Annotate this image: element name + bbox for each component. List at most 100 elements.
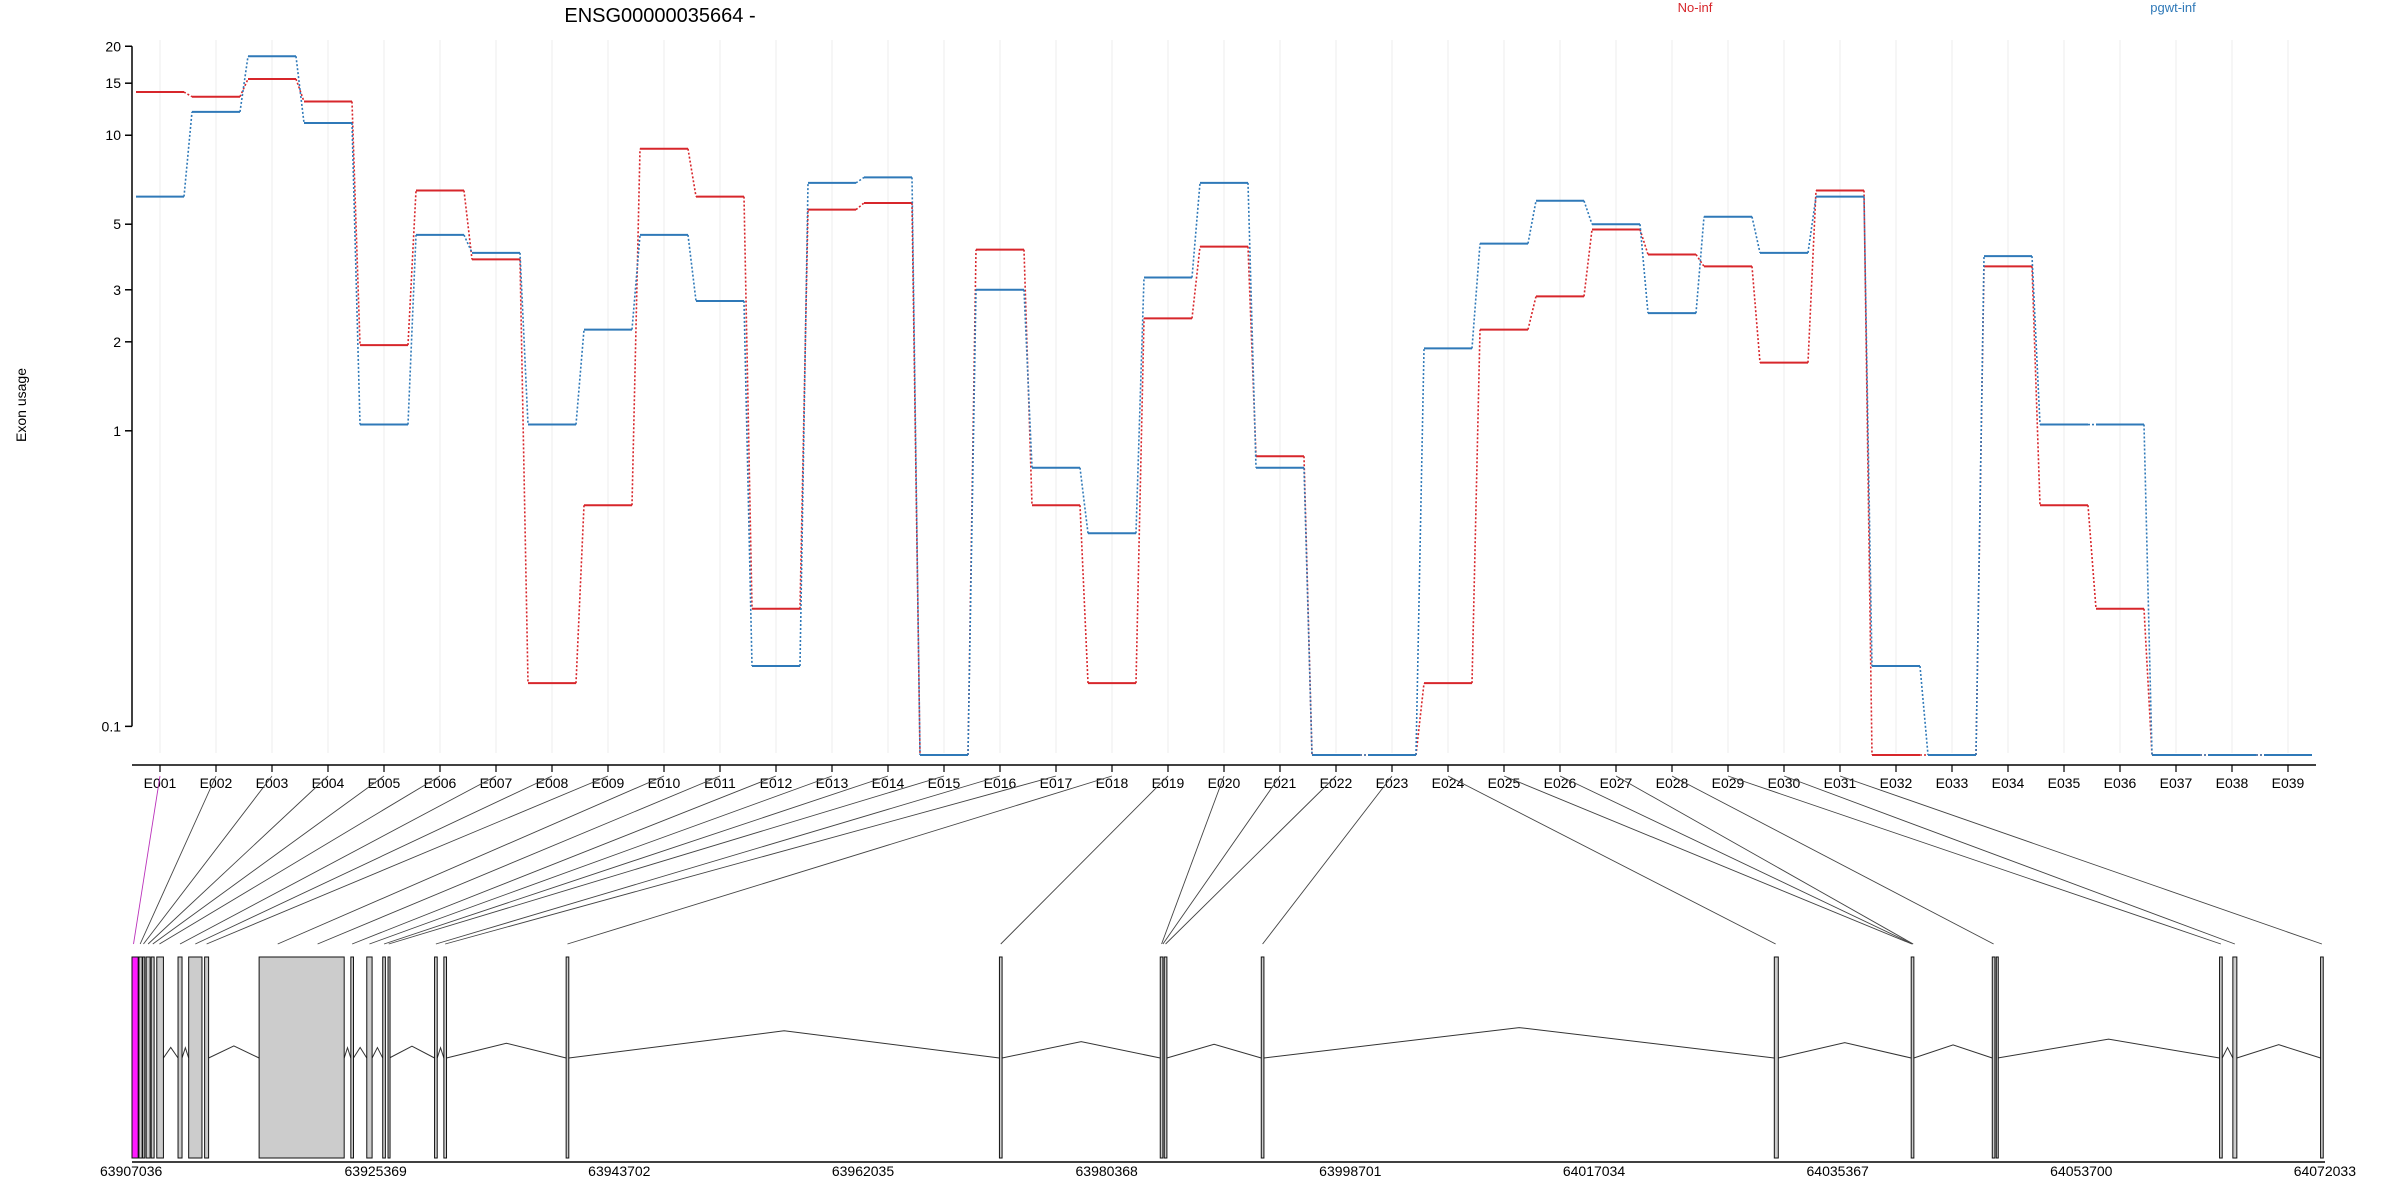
connector-pgwt-inf-10 (687, 234, 697, 302)
x-axis: E001 E002 E003 E004 E005 E006 E007 E008 E009 E010… (132, 764, 2316, 791)
exon-link-14 (383, 775, 889, 945)
exon-link-3 (143, 775, 273, 945)
x-tick-label-e024: E024 (1432, 775, 1465, 791)
connector-no-inf-24 (1471, 329, 1481, 684)
exon-box-17 (565, 956, 570, 1159)
exon-link-28 (1671, 775, 1994, 945)
x-tick-label-e018: E018 (1096, 775, 1129, 791)
x-tick-label-e023: E023 (1376, 775, 1409, 791)
connector-pgwt-inf-24 (1471, 243, 1481, 349)
connector-no-inf-4 (351, 101, 361, 346)
connector-no-inf-29 (1751, 266, 1761, 363)
exon-link-22 (1165, 775, 1337, 945)
genome-tick-label-6: 64017034 (1563, 1163, 1626, 1179)
exon-link-lines (133, 775, 2323, 945)
intron-6 (163, 1046, 179, 1059)
exon-box-27 (2232, 956, 2238, 1159)
connector-no-inf-9 (631, 148, 641, 506)
x-tick-label-e031: E031 (1824, 775, 1857, 791)
exon-link-4 (147, 775, 329, 945)
connector-no-inf-19 (1191, 246, 1201, 319)
x-tick-label-e006: E006 (424, 775, 457, 791)
exon-link-20 (1161, 775, 1225, 945)
connector-pgwt-inf-4 (351, 122, 361, 425)
connector-no-inf-5 (407, 190, 417, 346)
connector-pgwt-inf-11 (743, 300, 753, 667)
intron-18 (1001, 1041, 1161, 1059)
intron-26 (2221, 1046, 2234, 1059)
connector-no-inf-8 (575, 505, 585, 684)
y-tick-label-6: 15 (105, 75, 121, 91)
connector-no-inf-36 (2143, 608, 2153, 756)
exon-link-19 (1000, 775, 1169, 945)
connector-no-inf-23 (1415, 683, 1425, 756)
exon-box-19 (1159, 956, 1164, 1159)
y-tick-label-1: 1 (113, 423, 121, 439)
x-tick-label-e010: E010 (648, 775, 681, 791)
genome-tick-label-7: 64035367 (1807, 1163, 1870, 1179)
exon-box-5 (150, 956, 155, 1159)
connector-pgwt-inf-8 (575, 329, 585, 425)
connector-pgwt-inf-15 (967, 289, 977, 756)
y-axis-label: Exon usage (13, 368, 29, 442)
intron-14 (389, 1045, 435, 1059)
exon-box-2 (138, 956, 143, 1159)
x-tick-label-e039: E039 (2272, 775, 2305, 791)
y-tick-label-7: 20 (105, 38, 121, 54)
series-lines (136, 55, 2312, 756)
x-tick-label-e035: E035 (2048, 775, 2081, 791)
exon-box-26 (2219, 956, 2223, 1159)
connector-pgwt-inf-7 (519, 252, 529, 425)
exon-link-7 (179, 775, 497, 945)
exon-box-8 (188, 956, 203, 1159)
exon-link-24 (1447, 775, 1776, 945)
connector-no-inf-6 (463, 190, 473, 260)
intron-20 (1166, 1043, 1262, 1059)
exon-link-23 (1262, 775, 1393, 945)
x-tick-label-e001: E001 (144, 775, 177, 791)
x-tick-label-e025: E025 (1488, 775, 1521, 791)
intron-25 (1997, 1038, 2220, 1059)
x-tick-label-e021: E021 (1264, 775, 1297, 791)
x-tick-label-e032: E032 (1880, 775, 1913, 791)
exon-link-9 (206, 775, 609, 945)
intron-15 (436, 1046, 445, 1059)
legend-pgwt-inf: pgwt-inf (2150, 0, 2196, 15)
exon-link-30 (1783, 775, 2236, 945)
genome-tick-label-2: 63943702 (588, 1163, 651, 1179)
intron-9 (208, 1045, 260, 1059)
x-tick-label-e019: E019 (1152, 775, 1185, 791)
connector-pgwt-inf-12 (799, 182, 809, 667)
x-tick-label-e017: E017 (1040, 775, 1073, 791)
connector-no-inf-10 (687, 148, 697, 197)
connector-no-inf-26 (1583, 229, 1593, 297)
connector-no-inf-1 (183, 91, 193, 98)
y-tick-label-4: 5 (113, 216, 121, 232)
exon-box-25 (1995, 956, 1999, 1159)
exon-link-15 (388, 775, 945, 945)
connector-pgwt-inf-21 (1303, 467, 1313, 756)
exon-link-21 (1162, 775, 1281, 945)
exon-link-26 (1559, 775, 1913, 945)
genome-tick-label-3: 63962035 (832, 1163, 895, 1179)
x-tick-label-e038: E038 (2216, 775, 2249, 791)
intron-21 (1263, 1027, 1775, 1059)
connector-pgwt-inf-17 (1079, 467, 1089, 534)
genome-tick-label-1: 63925369 (345, 1163, 408, 1179)
exon-link-8 (195, 775, 553, 945)
y-tick-label-2: 2 (113, 334, 121, 350)
exon-box-14 (387, 956, 391, 1159)
connector-pgwt-inf-19 (1191, 182, 1201, 278)
connector-pgwt-inf-1 (183, 111, 193, 197)
exon-box-28 (2320, 956, 2324, 1159)
connector-no-inf-13 (855, 202, 865, 211)
exon-box-6 (156, 956, 164, 1159)
genome-tick-label-5: 63998701 (1319, 1163, 1382, 1179)
exon-box-22 (1773, 956, 1779, 1159)
x-tick-label-e008: E008 (536, 775, 569, 791)
connector-pgwt-inf-18 (1135, 277, 1145, 534)
exon-box-16 (443, 956, 448, 1159)
x-tick-label-e022: E022 (1320, 775, 1353, 791)
intron-27 (2236, 1044, 2321, 1059)
